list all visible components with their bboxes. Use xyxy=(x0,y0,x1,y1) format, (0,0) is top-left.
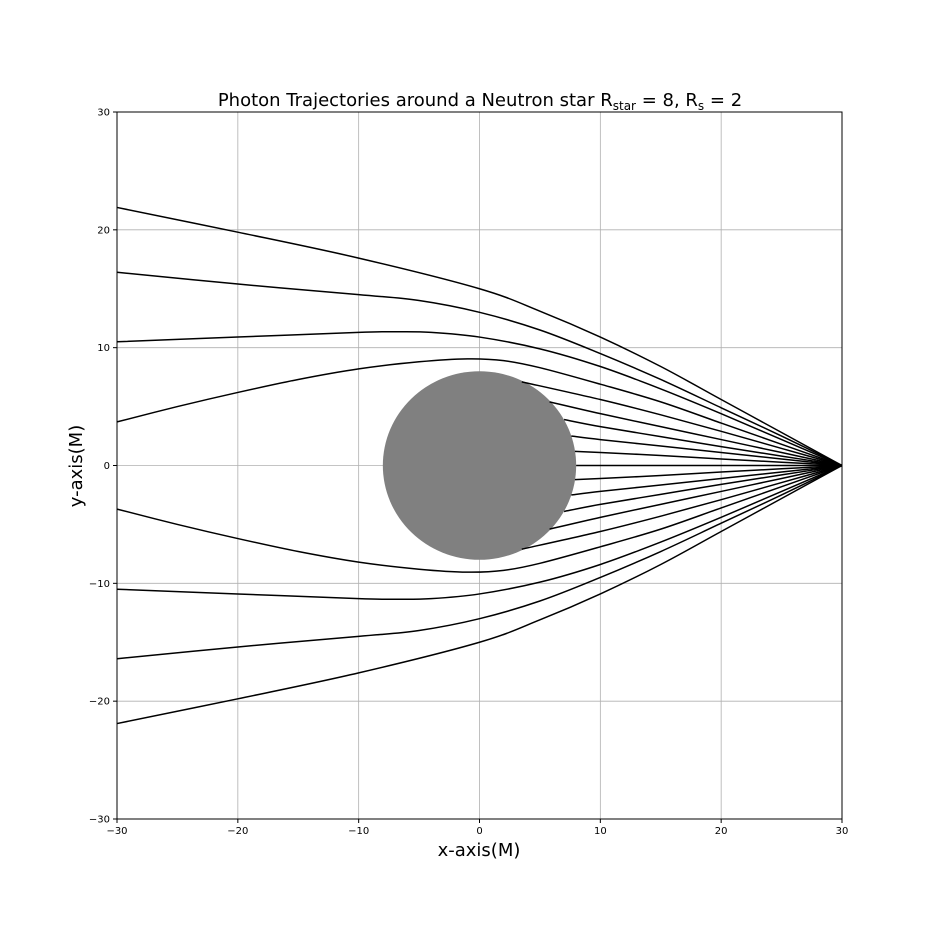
photon-trajectory-16 xyxy=(116,464,843,573)
photon-trajectory-12 xyxy=(571,464,843,496)
photon-trajectory-18 xyxy=(116,464,843,660)
x-tick-label: 10 xyxy=(594,826,607,837)
x-tick-label: −20 xyxy=(227,826,248,837)
y-tick-label: 20 xyxy=(97,225,110,236)
photon-trajectory-17 xyxy=(116,464,843,601)
x-tick-label: 0 xyxy=(476,826,482,837)
x-axis-label: x-axis(M) xyxy=(438,840,521,861)
plot-area xyxy=(116,206,843,725)
x-tick-label: −30 xyxy=(106,826,127,837)
photon-trajectory-6 xyxy=(549,401,843,467)
photon-trajectory-9 xyxy=(574,450,843,467)
photon-trajectory-4 xyxy=(116,358,843,467)
y-tick-label: −20 xyxy=(89,697,110,708)
x-tick-label: −10 xyxy=(348,826,369,837)
photon-trajectory-1 xyxy=(116,206,843,467)
photon-trajectory-2 xyxy=(116,271,843,467)
x-tick-label: 20 xyxy=(715,826,728,837)
photon-trajectory-19 xyxy=(116,464,843,725)
photon-trajectory-8 xyxy=(571,435,843,467)
photon-trajectory-3 xyxy=(116,330,843,467)
neutron-star xyxy=(382,371,577,560)
chart-title: Photon Trajectories around a Neutron sta… xyxy=(218,90,742,113)
y-tick-label: −30 xyxy=(89,815,110,826)
x-tick-label: 30 xyxy=(836,826,849,837)
photon-trajectory-11 xyxy=(574,464,843,481)
photon-trajectory-14 xyxy=(549,464,843,530)
y-tick-label: 0 xyxy=(104,461,110,472)
y-tick-label: 10 xyxy=(97,343,110,354)
photon-trajectory-13 xyxy=(563,464,843,513)
y-axis-label: y-axis(M) xyxy=(66,425,87,507)
y-tick-label: 30 xyxy=(97,108,110,119)
photon-trajectory-5 xyxy=(521,381,843,467)
photon-trajectory-15 xyxy=(521,464,843,550)
photon-trajectory-7 xyxy=(563,418,843,467)
y-tick-label: −10 xyxy=(89,579,110,590)
axis-ticks: −30 −20 −10 0 10 20 30 −30 −20 −10 0 10 20 30 xyxy=(89,108,848,838)
